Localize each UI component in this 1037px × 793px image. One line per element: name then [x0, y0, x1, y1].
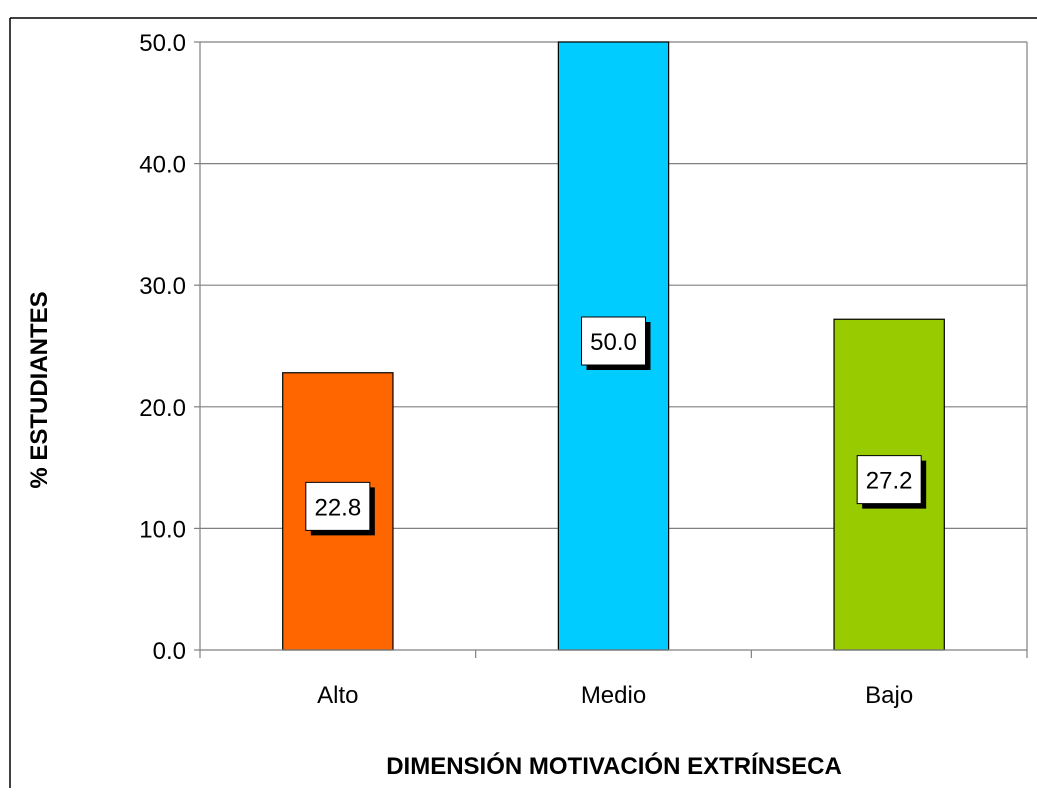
x-tick-label: Medio	[581, 682, 646, 709]
data-label-box	[856, 455, 922, 505]
x-tick-label: Bajo	[865, 682, 913, 709]
tick-labels: 0.0 10.0 20.0 30.0 40.0 50.0 Alto Medio Bajo	[139, 30, 913, 709]
y-tick-label: 40.0	[139, 152, 186, 179]
y-tick-label: 20.0	[139, 395, 186, 422]
data-label-box	[581, 316, 646, 366]
y-axis-title: % ESTUDIANTES	[26, 291, 53, 488]
y-tick-label: 30.0	[139, 273, 186, 300]
x-axis-title: DIMENSIÓN MOTIVACIÓN EXTRÍNSECA	[386, 752, 842, 780]
y-tick-label: 10.0	[139, 516, 186, 543]
y-tick-label: 50.0	[139, 30, 186, 57]
data-labels: 22.8 50.0 27.2	[305, 316, 927, 536]
data-label-box	[305, 481, 371, 531]
y-tick-label: 0.0	[153, 638, 186, 665]
axes	[194, 41, 1028, 658]
data-label: 22.8	[314, 494, 361, 521]
x-tick-label: Alto	[317, 682, 358, 709]
data-label: 50.0	[590, 329, 637, 356]
data-label: 27.2	[866, 468, 913, 495]
